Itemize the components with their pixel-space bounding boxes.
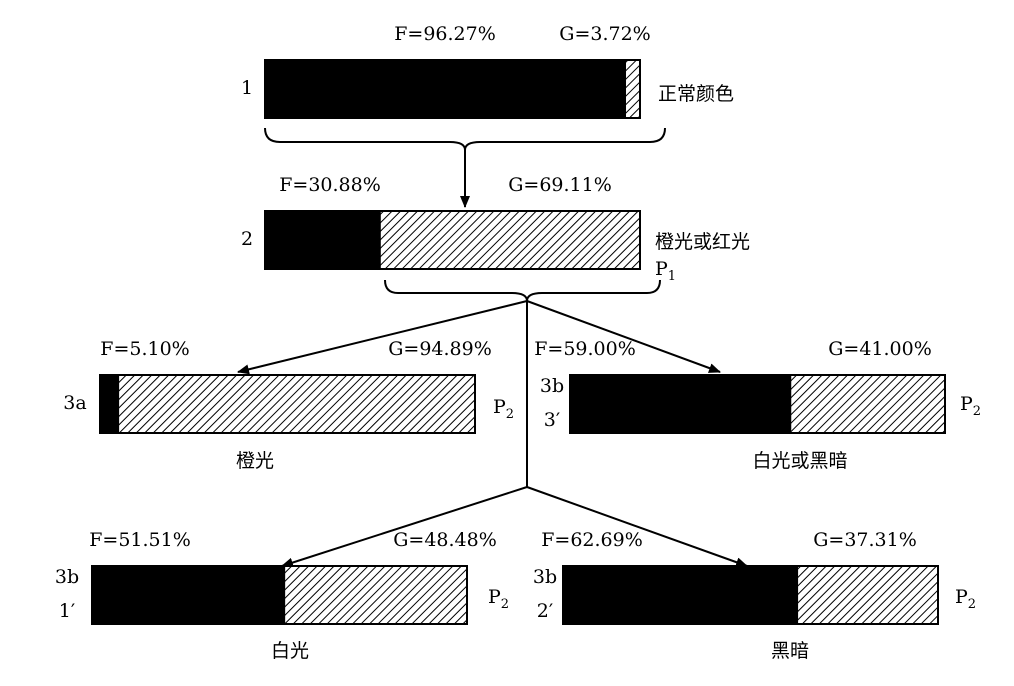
description: 正常颜色 (658, 83, 734, 105)
p-label: P2 (493, 396, 514, 422)
description: 白光或黑暗 (752, 450, 847, 472)
f-label: F=51.51% (89, 529, 191, 551)
p-label: P1 (655, 258, 676, 284)
f-label: F=30.88% (279, 174, 381, 196)
node-id: 3b (55, 566, 79, 588)
f-portion (265, 60, 627, 118)
p-base: P (493, 396, 506, 418)
arrow (281, 486, 528, 568)
f-portion (100, 375, 120, 433)
node-id: 3′ (544, 409, 560, 431)
node-id: 2′ (537, 600, 553, 622)
description: 白光 (271, 640, 309, 662)
description: 黑暗 (771, 640, 809, 662)
f-label: F=96.27% (394, 23, 496, 45)
f-portion (563, 566, 799, 624)
g-label: G=41.00% (828, 338, 932, 360)
bar-frame (99, 374, 476, 434)
f-portion (265, 211, 381, 269)
arrow (526, 300, 721, 373)
g-label: G=94.89% (388, 338, 492, 360)
node-id: 3b (533, 566, 557, 588)
f-portion (92, 566, 286, 624)
node-id: 1′ (59, 600, 75, 622)
p-label: P2 (488, 586, 509, 612)
node-id: 1 (241, 77, 253, 99)
f-label: F=62.69% (541, 529, 643, 551)
arrow (237, 300, 528, 375)
node-id: 2 (241, 228, 253, 250)
p-base: P (960, 393, 973, 415)
node-id: 3a (63, 392, 86, 414)
p-sub: 2 (501, 597, 509, 612)
f-label: F=59.00% (534, 338, 636, 360)
description: 橙光 (236, 450, 274, 472)
node-id: 3b (540, 375, 564, 397)
p-sub: 1 (668, 269, 676, 284)
arrow (526, 486, 748, 567)
brace (384, 279, 661, 302)
brace (264, 127, 666, 151)
p-base: P (955, 586, 968, 608)
g-label: G=69.11% (508, 174, 612, 196)
g-label: G=37.31% (813, 529, 917, 551)
p-sub: 2 (968, 597, 976, 612)
p-label: P2 (955, 586, 976, 612)
description: 橙光或红光 (655, 231, 750, 253)
g-label: G=48.48% (393, 529, 497, 551)
f-label: F=5.10% (100, 338, 189, 360)
p-base: P (488, 586, 501, 608)
p-base: P (655, 258, 668, 280)
g-label: G=3.72% (559, 23, 650, 45)
p-label: P2 (960, 393, 981, 419)
p-sub: 2 (506, 407, 514, 422)
p-sub: 2 (973, 404, 981, 419)
f-portion (570, 375, 792, 433)
